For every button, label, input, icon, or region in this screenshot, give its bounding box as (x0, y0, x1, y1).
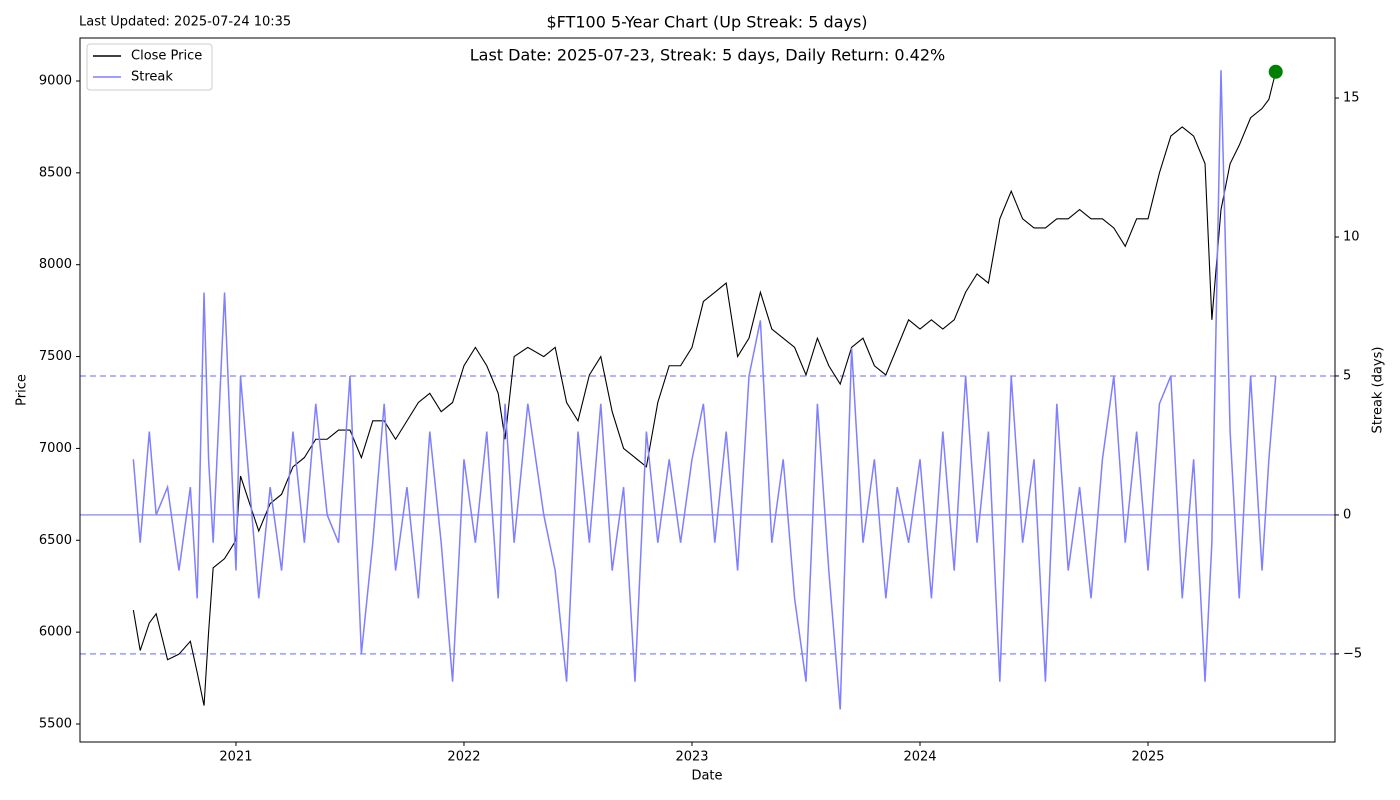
x-tick-label: 2024 (903, 750, 936, 765)
y2-tick-label: 0 (1343, 507, 1351, 522)
y2-tick-label: −5 (1343, 646, 1362, 661)
plot-frame (79, 37, 1336, 743)
y-axis-label: Price (15, 374, 30, 406)
x-tick-label: 2022 (447, 750, 480, 765)
y-tick-label: 6000 (39, 625, 72, 640)
annotation: Last Updated: 2025-07-24 10:35 (79, 15, 291, 30)
y-tick-label: 8500 (39, 165, 72, 180)
last-point-marker (1268, 64, 1283, 79)
y-tick-label: 5500 (39, 716, 72, 731)
legend-label: Close Price (131, 49, 202, 64)
y-tick-label: 9000 (39, 73, 72, 88)
subtitle: Last Date: 2025-07-23, Streak: 5 days, D… (470, 46, 946, 65)
chart-title: $FT100 5-Year Chart (Up Streak: 5 days) (546, 13, 867, 32)
y2-tick-label: 15 (1343, 91, 1360, 106)
series-line (132, 71, 1277, 706)
legend-label: Streak (131, 70, 173, 85)
y-tick-label: 6500 (39, 533, 72, 548)
y2-tick-label: 5 (1343, 368, 1351, 383)
y-tick-label: 7000 (39, 441, 72, 456)
y-tick-label: 8000 (39, 257, 72, 272)
series-line (132, 70, 1277, 710)
x-tick-label: 2021 (219, 750, 252, 765)
y-tick-label: 7500 (39, 349, 72, 364)
x-tick-label: 2023 (675, 750, 708, 765)
x-axis-label: Date (691, 769, 722, 784)
y2-axis-label: Streak (days) (1371, 347, 1386, 434)
y2-tick-label: 10 (1343, 229, 1360, 244)
x-tick-label: 2025 (1131, 750, 1164, 765)
